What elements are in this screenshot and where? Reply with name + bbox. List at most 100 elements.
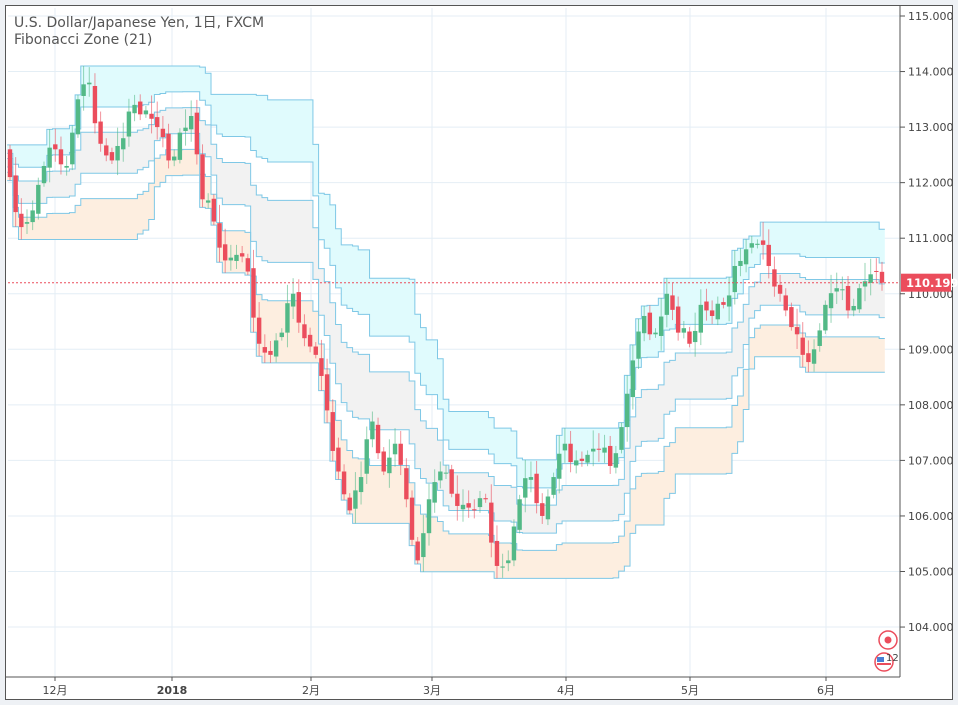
candle-body bbox=[675, 306, 681, 333]
candle-body bbox=[268, 350, 273, 355]
indicator-label[interactable]: Fibonacci Zone (21) bbox=[14, 32, 153, 48]
candle-body bbox=[862, 281, 868, 287]
candle-body bbox=[523, 478, 528, 498]
candle-body bbox=[41, 165, 47, 184]
y-tick-label: 112.000 bbox=[908, 177, 954, 190]
candle-body bbox=[245, 258, 251, 272]
candle-body bbox=[489, 502, 494, 543]
candle-body bbox=[149, 113, 154, 119]
candle-body bbox=[585, 454, 590, 463]
candle-body bbox=[222, 244, 228, 261]
candle-body bbox=[879, 271, 885, 283]
candle-body bbox=[155, 117, 160, 128]
candle-body bbox=[205, 200, 211, 203]
candle-body bbox=[726, 295, 732, 307]
candle-body bbox=[630, 360, 636, 398]
candle-body bbox=[500, 566, 505, 568]
candle-body bbox=[562, 443, 568, 451]
candle-body bbox=[404, 468, 409, 500]
candle-body bbox=[664, 293, 670, 315]
candle-body bbox=[636, 331, 641, 359]
candle-body bbox=[658, 316, 664, 336]
candle-body bbox=[619, 427, 624, 450]
candle-body bbox=[517, 499, 522, 530]
candle-body bbox=[483, 498, 488, 500]
candle-body bbox=[256, 317, 262, 344]
candle-body bbox=[823, 304, 828, 331]
candle-body bbox=[13, 175, 18, 213]
candle-body bbox=[443, 472, 449, 474]
candle-body bbox=[409, 497, 415, 540]
candle-body bbox=[336, 447, 341, 472]
candle-body bbox=[132, 104, 137, 114]
candle-body bbox=[98, 121, 103, 144]
candle-body bbox=[375, 424, 381, 454]
candle-body bbox=[302, 324, 307, 339]
candle-body bbox=[591, 448, 596, 452]
candle-body bbox=[868, 274, 873, 283]
candle-body bbox=[834, 288, 839, 292]
candle-body bbox=[58, 149, 64, 165]
candle-body bbox=[87, 82, 92, 85]
candle-body bbox=[7, 149, 13, 178]
candle-body bbox=[126, 111, 132, 137]
candle-body bbox=[211, 198, 217, 222]
y-tick-label: 107.000 bbox=[908, 454, 954, 467]
candle-body bbox=[183, 127, 188, 131]
candle-body bbox=[200, 154, 205, 200]
candle-body bbox=[364, 439, 369, 474]
candle-body bbox=[251, 268, 256, 318]
candle-body bbox=[92, 85, 98, 124]
candle-body bbox=[36, 184, 41, 214]
candle-body bbox=[613, 453, 619, 468]
candle-body bbox=[24, 222, 30, 224]
candle-body bbox=[279, 332, 284, 338]
candle-body bbox=[30, 210, 35, 223]
last-price-label: 110.199 bbox=[906, 276, 958, 290]
candle-body bbox=[19, 213, 24, 228]
candle-body bbox=[698, 304, 704, 333]
candle-body bbox=[732, 265, 737, 293]
candle-body bbox=[307, 334, 313, 347]
candle-body bbox=[670, 295, 675, 310]
candle-body bbox=[624, 393, 630, 428]
candle-body bbox=[160, 128, 166, 138]
candle-body bbox=[743, 249, 749, 265]
candle-body bbox=[273, 340, 279, 357]
candle-body bbox=[551, 477, 556, 495]
candle-body bbox=[579, 458, 585, 461]
last-price-badge bbox=[901, 273, 951, 292]
candle-body bbox=[494, 540, 500, 566]
candle-body bbox=[472, 509, 477, 511]
fib-bottom-zone bbox=[7, 149, 885, 579]
candle-body bbox=[438, 471, 443, 481]
candle-body bbox=[370, 421, 375, 440]
candle-body bbox=[738, 260, 743, 266]
x-tick-label: 3月 bbox=[423, 684, 441, 697]
fib-line-0 bbox=[7, 65, 885, 461]
candle-body bbox=[755, 243, 760, 245]
candle-body bbox=[704, 301, 709, 311]
candle-body bbox=[811, 349, 817, 364]
candle-body bbox=[545, 496, 551, 520]
candle-body bbox=[772, 269, 777, 287]
candle-body bbox=[692, 330, 698, 343]
candle-body bbox=[53, 144, 58, 150]
candle-body bbox=[330, 412, 335, 451]
y-tick-label: 105.000 bbox=[908, 566, 954, 579]
candle-body bbox=[324, 374, 330, 411]
candle-body bbox=[749, 243, 754, 248]
candle-body bbox=[874, 270, 879, 272]
candle-body bbox=[166, 133, 171, 161]
candle-body bbox=[777, 284, 783, 294]
candle-body bbox=[228, 257, 234, 261]
candle-body bbox=[358, 477, 364, 493]
candle-body bbox=[806, 353, 811, 363]
candle-body bbox=[81, 84, 86, 96]
candle-body bbox=[681, 328, 687, 333]
candle-body bbox=[138, 101, 143, 115]
fib-line-5 bbox=[7, 174, 885, 579]
candle-body bbox=[789, 307, 794, 328]
candle-body bbox=[647, 312, 653, 335]
